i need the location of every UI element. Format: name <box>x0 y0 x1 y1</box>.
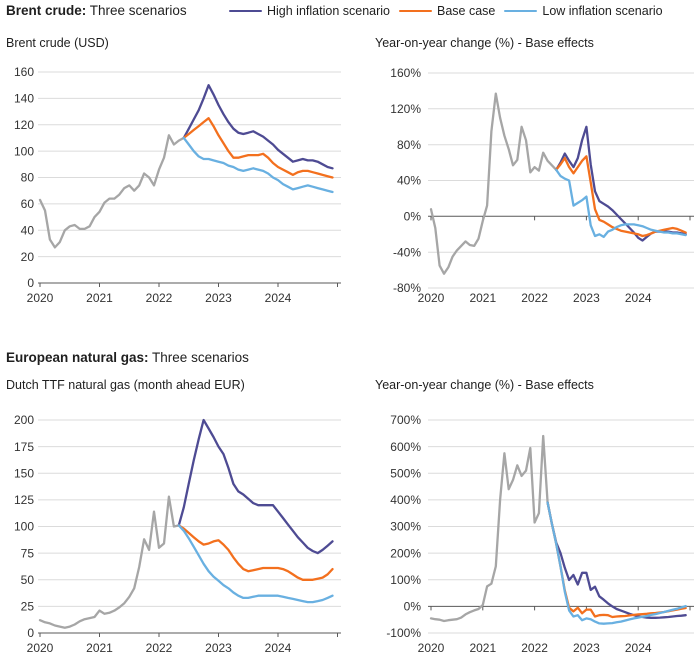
svg-text:2024: 2024 <box>625 641 652 655</box>
svg-text:2020: 2020 <box>27 291 54 305</box>
svg-text:-80%: -80% <box>393 281 421 295</box>
svg-text:2020: 2020 <box>418 641 445 655</box>
svg-text:80: 80 <box>21 171 35 185</box>
svg-text:400%: 400% <box>390 493 421 507</box>
svg-text:160%: 160% <box>390 66 421 80</box>
svg-text:500%: 500% <box>390 467 421 481</box>
legend-item-high-inflation: High inflation scenario <box>229 4 390 18</box>
svg-text:40%: 40% <box>397 174 421 188</box>
svg-text:2021: 2021 <box>469 641 496 655</box>
svg-text:2021: 2021 <box>86 291 113 305</box>
svg-text:40: 40 <box>21 224 35 238</box>
svg-text:-40%: -40% <box>393 245 421 259</box>
svg-text:700%: 700% <box>390 413 421 427</box>
svg-text:0%: 0% <box>404 210 422 224</box>
svg-text:60: 60 <box>21 197 35 211</box>
page-title-bold: Brent crude: <box>6 3 87 18</box>
svg-text:160: 160 <box>14 65 34 79</box>
svg-text:2022: 2022 <box>521 641 548 655</box>
legend-label-base-case: Base case <box>437 4 496 18</box>
svg-text:200%: 200% <box>390 546 421 560</box>
chart-brent-yoy-change: Year-on-year change (%) - Base effects -… <box>357 30 695 322</box>
legend-item-base-case: Base case <box>399 4 495 18</box>
svg-text:80%: 80% <box>397 138 421 152</box>
chart-gas-yoy-change: Year-on-year change (%) - Base effects -… <box>357 372 695 664</box>
svg-text:125: 125 <box>14 493 34 507</box>
svg-text:100: 100 <box>14 144 34 158</box>
svg-text:2024: 2024 <box>625 291 652 305</box>
svg-text:120: 120 <box>14 118 34 132</box>
svg-text:20: 20 <box>21 250 35 264</box>
page-title-rest: Three scenarios <box>89 3 187 18</box>
svg-text:600%: 600% <box>390 440 421 454</box>
svg-text:2020: 2020 <box>418 291 445 305</box>
svg-text:2022: 2022 <box>521 291 548 305</box>
svg-text:175: 175 <box>14 440 34 454</box>
svg-text:-100%: -100% <box>386 626 421 640</box>
svg-text:2023: 2023 <box>573 291 600 305</box>
svg-text:2023: 2023 <box>205 291 232 305</box>
legend-swatch-low-inflation <box>504 9 538 13</box>
svg-text:2020: 2020 <box>27 641 54 655</box>
chart-subtitle: Brent crude (USD) <box>6 36 109 50</box>
svg-text:2023: 2023 <box>573 641 600 655</box>
chart-subtitle: Year-on-year change (%) - Base effects <box>375 36 594 50</box>
svg-text:100%: 100% <box>390 573 421 587</box>
svg-text:0: 0 <box>27 276 34 290</box>
ttf-gas-plot: 0 25 50 75 100 125 150 175 200 2020 2021 2022 2023 20… <box>14 413 341 655</box>
svg-text:25: 25 <box>21 600 35 614</box>
legend-item-low-inflation: Low inflation scenario <box>504 4 663 18</box>
chart-subtitle: Year-on-year change (%) - Base effects <box>375 378 594 392</box>
svg-text:140: 140 <box>14 92 34 106</box>
gas-yoy-plot: -100% 0% 100% 200% 300% 400% 500% 600% 700% 2020 2… <box>386 413 694 655</box>
svg-text:75: 75 <box>21 546 35 560</box>
chart-subtitle: Dutch TTF natural gas (month ahead EUR) <box>6 378 245 392</box>
svg-text:2022: 2022 <box>146 291 173 305</box>
chart-ttf-natural-gas: Dutch TTF natural gas (month ahead EUR) … <box>0 372 350 664</box>
svg-text:100: 100 <box>14 520 34 534</box>
svg-text:300%: 300% <box>390 520 421 534</box>
chart-legend: High inflation scenario Base case Low in… <box>229 0 663 22</box>
page-title: Brent crude: Three scenarios <box>6 3 187 18</box>
svg-text:0: 0 <box>27 626 34 640</box>
legend-label-high-inflation: High inflation scenario <box>267 4 390 18</box>
legend-label-low-inflation: Low inflation scenario <box>542 4 663 18</box>
svg-text:150: 150 <box>14 467 34 481</box>
svg-text:2021: 2021 <box>469 291 496 305</box>
svg-text:2021: 2021 <box>86 641 113 655</box>
svg-text:2022: 2022 <box>146 641 173 655</box>
svg-text:50: 50 <box>21 573 35 587</box>
svg-text:2024: 2024 <box>265 291 292 305</box>
section-title-natural-gas: European natural gas: Three scenarios <box>6 350 249 365</box>
svg-text:200: 200 <box>14 413 34 427</box>
svg-text:120%: 120% <box>390 102 421 116</box>
svg-text:2023: 2023 <box>205 641 232 655</box>
section-title-rest: Three scenarios <box>152 350 249 365</box>
legend-swatch-high-inflation <box>229 9 262 13</box>
chart-brent-crude-usd: Brent crude (USD) 0 20 40 60 80 100 120 140 160 2… <box>0 30 350 322</box>
brent-yoy-plot: -80% -40% 0% 40% 80% 120% 160% 2020 2021 2022 2023… <box>390 66 694 305</box>
legend-swatch-base-case <box>399 9 432 13</box>
section-title-bold: European natural gas: <box>6 350 149 365</box>
brent-crude-plot: 0 20 40 60 80 100 120 140 160 2020 2021 2022 2023 202… <box>14 65 341 305</box>
svg-text:0%: 0% <box>404 600 422 614</box>
svg-text:2024: 2024 <box>265 641 292 655</box>
